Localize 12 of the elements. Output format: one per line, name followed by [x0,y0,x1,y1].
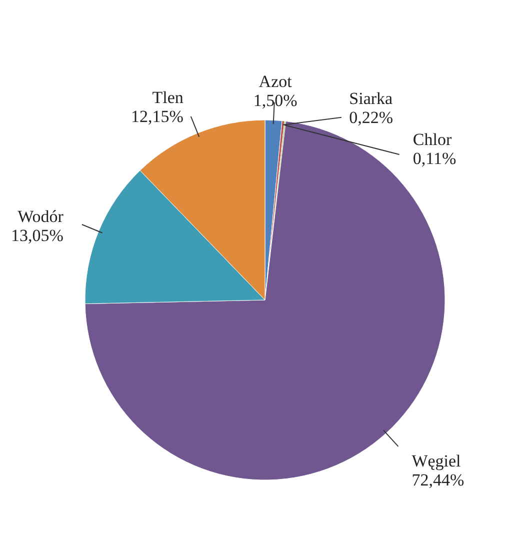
slice-label: Wodór [18,206,64,226]
slice-label: Chlor [412,130,452,149]
data-label: 0,22% [349,108,394,127]
slice-label: Tlen [152,88,184,107]
data-label: 13,05% [11,226,64,245]
data-label: 0,11% [412,148,456,168]
slice-label: Siarka [349,88,394,108]
data-label: 1,50% [253,91,298,110]
slice-label: Węgiel [412,451,462,470]
data-label: 72,44% [412,470,464,490]
data-label: 12,15% [130,106,184,126]
slice-label: Azot [258,72,292,92]
